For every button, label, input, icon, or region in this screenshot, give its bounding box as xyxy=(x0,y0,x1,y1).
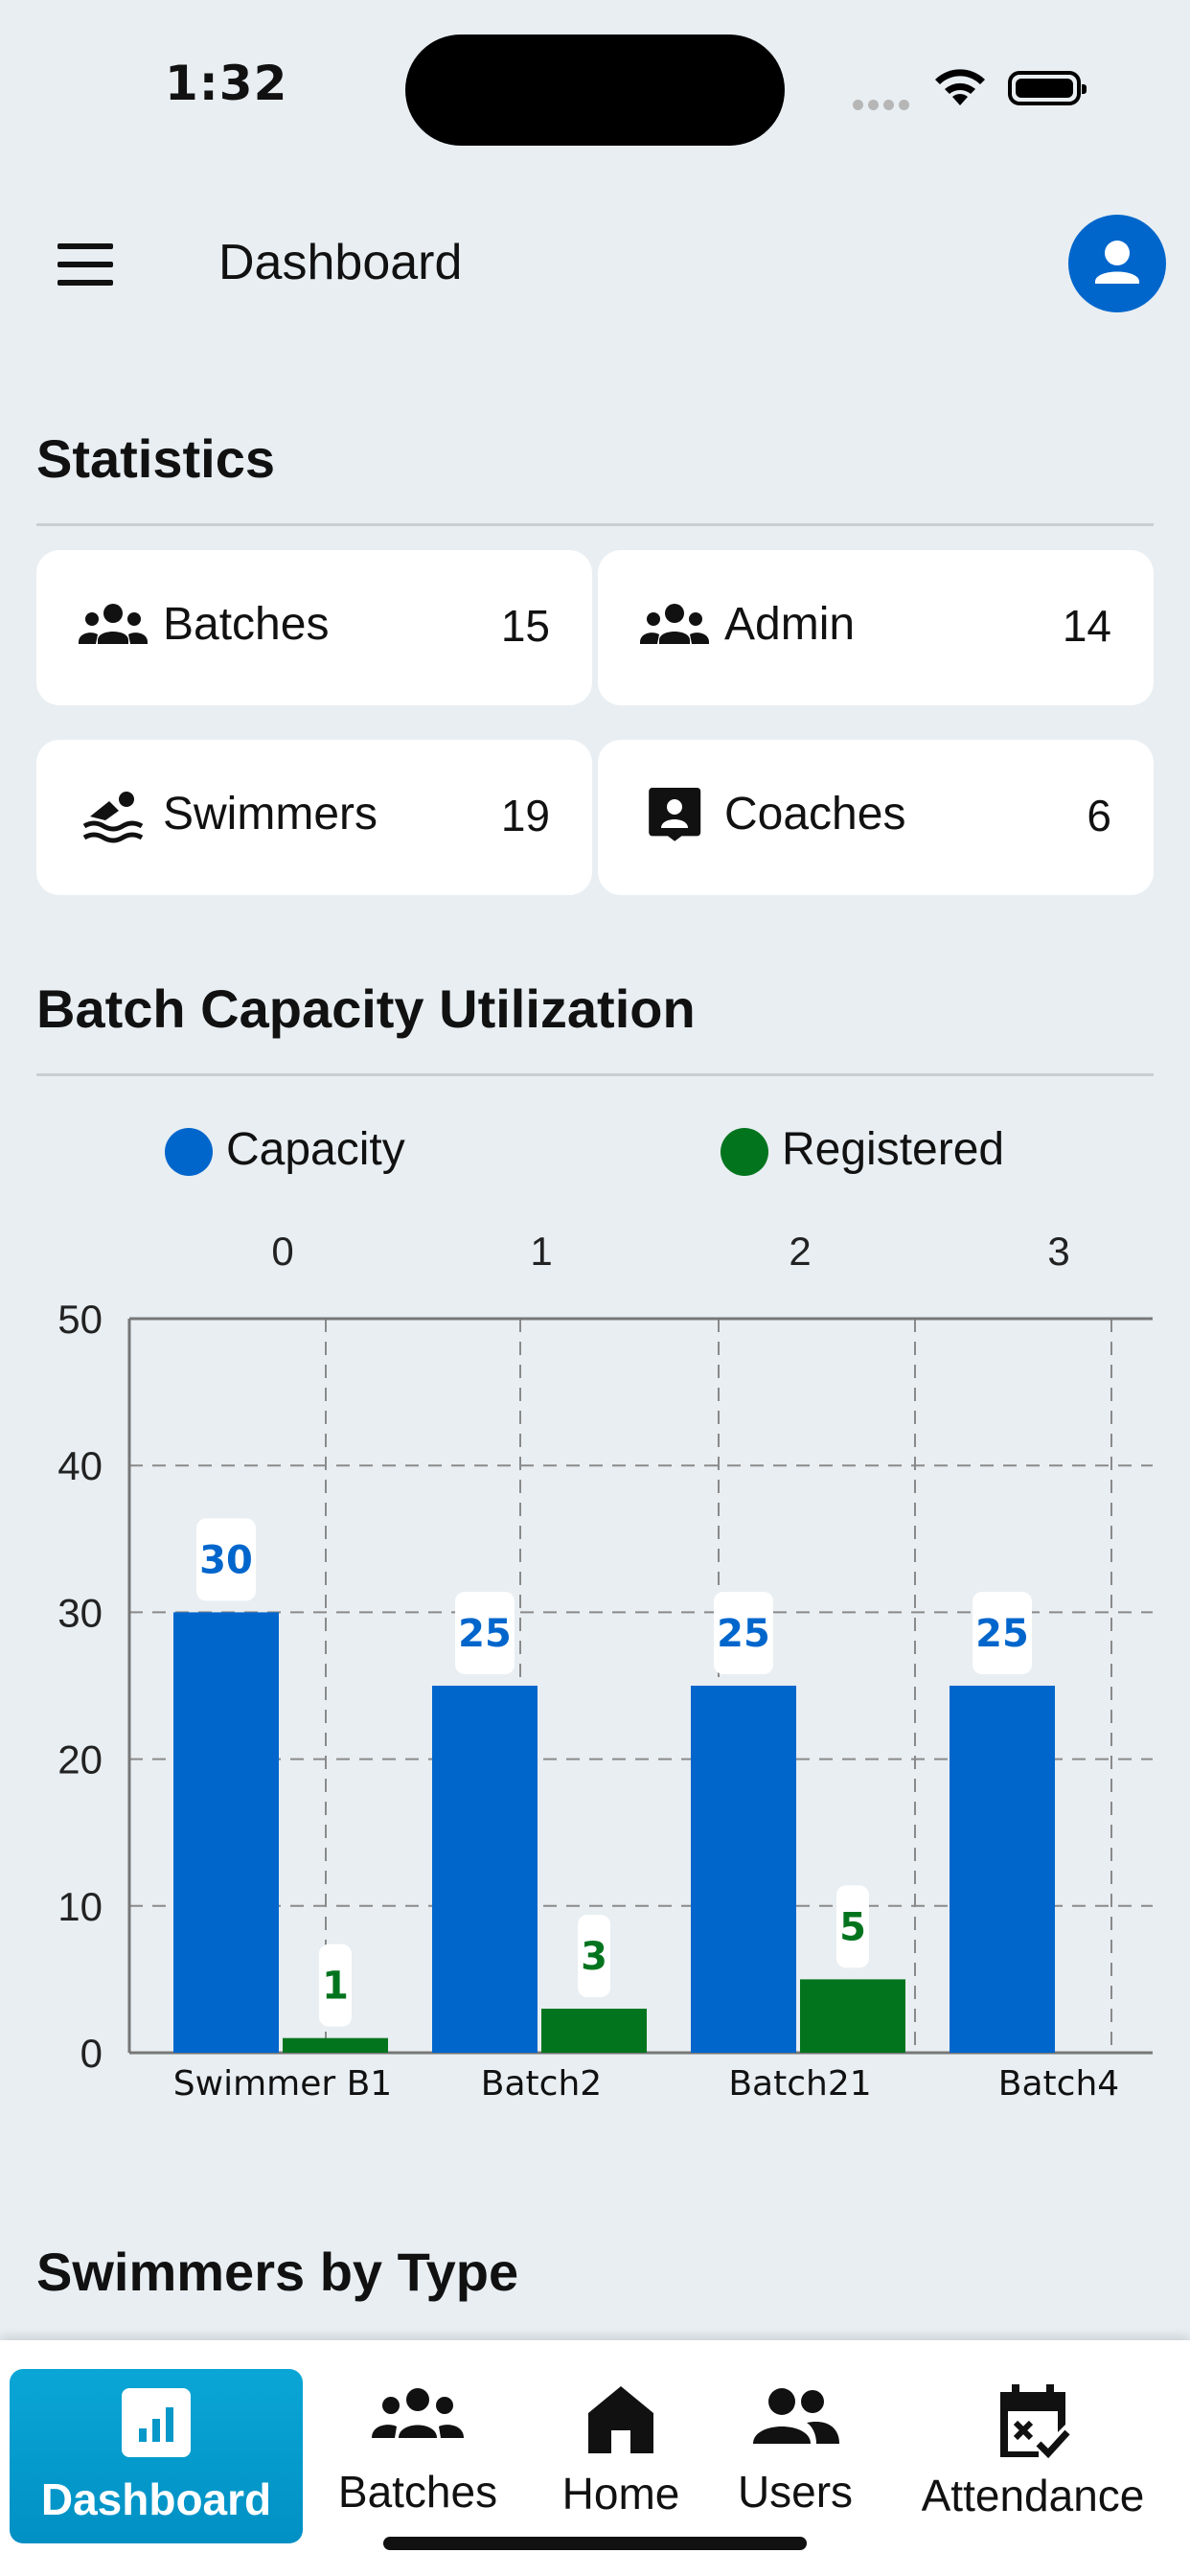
divider xyxy=(36,523,1154,526)
x-category-label: Batch2 xyxy=(481,2064,602,2104)
data-label-bg xyxy=(196,1518,256,1601)
legend-label: Registered xyxy=(782,1124,1005,1175)
data-label: 3 xyxy=(581,1935,607,1979)
avatar[interactable] xyxy=(1068,215,1166,312)
data-label: 25 xyxy=(458,1612,512,1656)
data-label: 30 xyxy=(199,1538,253,1582)
top-axis-tick-label: 1 xyxy=(530,1229,552,1274)
swimmer-icon xyxy=(82,792,144,843)
bar-capacity xyxy=(950,1686,1055,2053)
group-icon xyxy=(372,2388,464,2438)
stat-card-label: Batches xyxy=(163,599,330,650)
top-axis-tick-label: 3 xyxy=(1047,1229,1069,1274)
data-label-bg xyxy=(319,1944,352,2027)
legend-capacity: Capacity xyxy=(165,1123,405,1177)
stat-card-swimmers[interactable]: Swimmers 19 xyxy=(36,740,592,895)
data-label-bg xyxy=(578,1915,610,1998)
data-label: 25 xyxy=(717,1612,770,1656)
nav-batches[interactable]: Batches xyxy=(322,2386,514,2518)
page-title: Dashboard xyxy=(218,235,463,290)
y-tick-label: 50 xyxy=(57,1297,103,1342)
y-tick-label: 10 xyxy=(57,1884,103,1929)
bar-registered xyxy=(283,2037,388,2053)
nav-label: Home xyxy=(561,2469,680,2518)
contact-badge-icon xyxy=(649,788,701,841)
calendar-check-icon xyxy=(1000,2384,1070,2459)
stat-card-value: 6 xyxy=(1087,791,1111,840)
stat-card-label: Swimmers xyxy=(163,789,378,840)
bar-registered xyxy=(541,2009,647,2053)
nav-label: Attendance xyxy=(921,2471,1145,2520)
stat-card-batches[interactable]: Batches 15 xyxy=(36,550,592,705)
menu-icon[interactable] xyxy=(57,243,113,298)
group-icon xyxy=(79,604,148,644)
stat-card-value: 15 xyxy=(500,601,550,651)
bar-capacity xyxy=(173,1612,279,2053)
stat-card-value: 19 xyxy=(500,791,550,840)
data-label-bg xyxy=(455,1592,515,1674)
stat-card-coaches[interactable]: Coaches 6 xyxy=(598,740,1154,895)
home-indicator xyxy=(383,2537,807,2550)
wifi-icon xyxy=(935,69,985,105)
swimmers-by-type-title: Swimmers by Type xyxy=(36,2242,519,2302)
nav-dashboard[interactable]: Dashboard xyxy=(10,2369,303,2543)
x-category-label: Batch4 xyxy=(998,2064,1119,2104)
x-category-label: Swimmer B1 xyxy=(173,2064,392,2104)
capacity-title: Batch Capacity Utilization xyxy=(36,978,696,1039)
data-label: 25 xyxy=(975,1612,1029,1656)
data-label-bg xyxy=(714,1592,773,1674)
dynamic-island xyxy=(405,34,785,146)
person-icon xyxy=(1095,241,1139,284)
nav-attendance[interactable]: Attendance xyxy=(897,2382,1169,2521)
nav-label: Batches xyxy=(337,2467,498,2517)
x-category-label: Batch21 xyxy=(728,2064,871,2104)
cellular-signal-icon xyxy=(853,96,914,114)
y-tick-label: 40 xyxy=(57,1443,103,1488)
legend-swatch-capacity xyxy=(165,1128,213,1177)
bar-registered xyxy=(800,1979,905,2053)
capacity-chart: 0 10 20 30 40 50 0 Swimmer B1 30 1 1 Batch2 25 3 2 Batc… xyxy=(57,1229,1153,2104)
divider xyxy=(36,1073,1154,1076)
y-tick-label: 0 xyxy=(80,2031,103,2076)
stat-card-label: Admin xyxy=(724,599,856,650)
stat-card-admin[interactable]: Admin 14 xyxy=(598,550,1154,705)
nav-home[interactable]: Home xyxy=(537,2384,705,2519)
data-label-bg xyxy=(836,1885,869,1968)
statistics-title: Statistics xyxy=(36,428,275,489)
stat-card-label: Coaches xyxy=(724,789,906,840)
dashboard-icon xyxy=(122,2388,191,2457)
nav-label: Dashboard xyxy=(40,2474,272,2524)
nav-users[interactable]: Users xyxy=(721,2386,870,2518)
y-tick-label: 30 xyxy=(57,1590,103,1635)
home-icon xyxy=(588,2386,653,2453)
top-axis-tick-label: 0 xyxy=(271,1229,293,1274)
status-time: 1:32 xyxy=(165,56,288,111)
group-icon xyxy=(640,604,709,644)
legend-label: Capacity xyxy=(226,1124,405,1175)
users-icon xyxy=(753,2388,839,2444)
nav-label: Users xyxy=(737,2467,854,2517)
bar-capacity xyxy=(691,1686,796,2053)
data-label-bg xyxy=(973,1592,1032,1674)
legend-registered: Registered xyxy=(721,1123,1005,1177)
stat-card-value: 14 xyxy=(1062,601,1111,651)
data-label: 5 xyxy=(839,1905,866,1949)
y-tick-label: 20 xyxy=(57,1737,103,1782)
bar-capacity xyxy=(432,1686,538,2053)
legend-swatch-registered xyxy=(721,1128,768,1177)
battery-icon xyxy=(1008,71,1087,105)
data-label: 1 xyxy=(322,1965,349,2009)
top-axis-tick-label: 2 xyxy=(789,1229,811,1274)
